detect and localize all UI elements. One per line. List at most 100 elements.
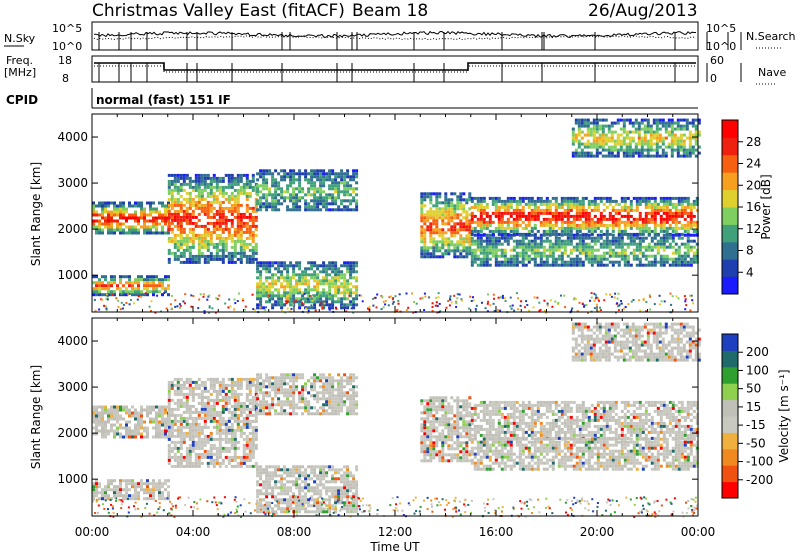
- heatmap-cell: [420, 201, 424, 205]
- heatmap-cell: [215, 431, 219, 435]
- heatmap-cell: [605, 242, 609, 246]
- heatmap-cell: [551, 245, 555, 249]
- heatmap-cell: [331, 187, 335, 191]
- heatmap-cell: [519, 304, 522, 307]
- heatmap-cell: [450, 213, 454, 217]
- heatmap-cell: [488, 214, 492, 218]
- heatmap-cell: [634, 130, 638, 134]
- heatmap-cell: [239, 212, 243, 216]
- heatmap-cell: [394, 295, 397, 298]
- heatmap-cell: [459, 234, 463, 238]
- heatmap-cell: [528, 309, 531, 312]
- heatmap-cell: [554, 236, 558, 240]
- heatmap-cell: [179, 377, 183, 381]
- heatmap-cell: [655, 154, 659, 158]
- heatmap-cell: [352, 172, 356, 176]
- heatmap-cell: [95, 479, 98, 483]
- heatmap-cell: [521, 214, 525, 218]
- heatmap-cell: [173, 200, 177, 204]
- heatmap-cell: [456, 243, 460, 247]
- heatmap-cell: [665, 217, 669, 221]
- heatmap-cell: [335, 306, 337, 309]
- heatmap-cell: [137, 287, 140, 291]
- heatmap-cell: [679, 139, 683, 143]
- heatmap-cell: [626, 245, 630, 249]
- heatmap-cell: [650, 208, 654, 212]
- heatmap-cell: [152, 435, 155, 439]
- heatmap-cell: [209, 203, 213, 207]
- heatmap-cell: [150, 310, 152, 312]
- heatmap-cell: [569, 205, 573, 209]
- heatmap-cell: [200, 245, 204, 249]
- heatmap-cell: [453, 231, 457, 235]
- heatmap-cell: [107, 284, 110, 288]
- heatmap-cell: [608, 254, 612, 258]
- heatmap-cell: [128, 408, 131, 412]
- heatmap-cell: [179, 239, 183, 243]
- heatmap-cell: [107, 432, 110, 436]
- heatmap-cell: [92, 432, 95, 436]
- heatmap-cell: [586, 127, 590, 131]
- heatmap-cell: [623, 257, 627, 261]
- heatmap-cell: [167, 425, 171, 429]
- heatmap-cell: [524, 251, 528, 255]
- heatmap-cell: [221, 257, 225, 261]
- heatmap-cell: [179, 386, 183, 390]
- heatmap-cell: [239, 230, 243, 234]
- heatmap-cell: [623, 260, 627, 264]
- heatmap-cell: [623, 199, 627, 203]
- heatmap-cell: [587, 251, 591, 255]
- heatmap-cell: [274, 261, 278, 265]
- heatmap-cell: [650, 217, 654, 221]
- heatmap-cell: [613, 145, 617, 149]
- heatmap-cell: [459, 192, 463, 196]
- heatmap-cell: [218, 294, 221, 297]
- colorbar-tick-label: 8: [746, 244, 754, 258]
- heatmap-cell: [680, 254, 684, 258]
- heatmap-cell: [113, 207, 116, 211]
- heatmap-cell: [197, 191, 201, 195]
- heatmap-cell: [539, 211, 543, 215]
- heatmap-cell: [203, 227, 207, 231]
- heatmap-cell: [218, 185, 222, 189]
- heatmap-cell: [643, 139, 647, 143]
- heatmap-cell: [397, 299, 400, 302]
- heatmap-cell: [101, 275, 104, 279]
- heatmap-cell: [423, 222, 427, 226]
- heatmap-cell: [465, 225, 469, 229]
- heatmap-cell: [548, 245, 552, 249]
- heatmap-cell: [554, 223, 558, 227]
- heatmap-cell: [221, 221, 225, 225]
- heatmap-cell: [107, 417, 110, 421]
- heatmap-cell: [185, 422, 189, 426]
- heatmap-cell: [313, 300, 317, 304]
- heatmap-cell: [653, 223, 657, 227]
- heatmap-cell: [119, 275, 122, 279]
- heatmap-cell: [149, 225, 152, 229]
- heatmap-cell: [670, 142, 674, 146]
- heatmap-cell: [191, 197, 195, 201]
- heatmap-cell: [456, 195, 460, 199]
- heatmap-cell: [179, 245, 183, 249]
- heatmap-cell: [185, 425, 189, 429]
- heatmap-cell: [158, 482, 161, 486]
- colorbar-swatch: [722, 207, 738, 225]
- heatmap-cell: [619, 142, 623, 146]
- heatmap-cell: [465, 234, 469, 238]
- heatmap-cell: [689, 248, 693, 252]
- heatmap-cell: [268, 270, 272, 274]
- heatmap-cell: [695, 220, 699, 224]
- heatmap-cell: [545, 199, 549, 203]
- heatmap-cell: [245, 242, 249, 246]
- heatmap-cell: [173, 416, 177, 420]
- heatmap-cell: [101, 216, 104, 220]
- heatmap-cell: [325, 273, 329, 277]
- heatmap-cell: [662, 208, 666, 212]
- heatmap-cell: [182, 395, 186, 399]
- heatmap-cell: [346, 172, 350, 176]
- heatmap-cell: [431, 309, 434, 312]
- heatmap-cell: [179, 254, 183, 258]
- heatmap-cell: [482, 239, 486, 243]
- heatmap-cell: [239, 260, 243, 264]
- heatmap-cell: [642, 298, 645, 301]
